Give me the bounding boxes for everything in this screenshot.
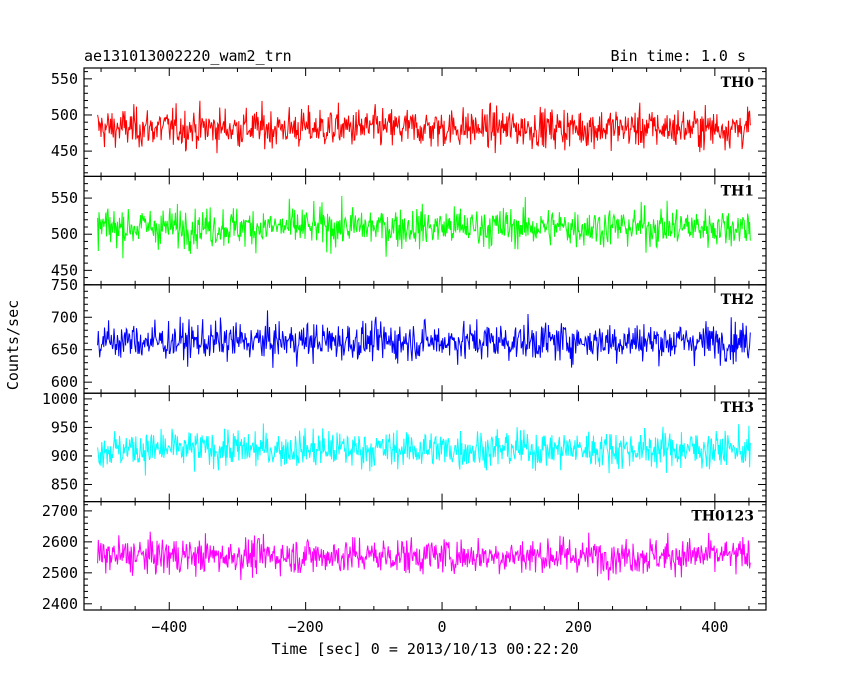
y-tick-label: 2400 [42, 595, 78, 613]
y-tick-label: 700 [51, 308, 78, 326]
y-tick-label: 950 [51, 418, 78, 436]
x-tick-label: −400 [151, 618, 187, 636]
y-tick-label: 850 [51, 475, 78, 493]
y-tick-label: 500 [51, 225, 78, 243]
x-axis: −400 −200 0 200 400 [151, 618, 728, 636]
series-line-th0123 [97, 531, 751, 581]
y-axis-label: Counts/sec [4, 300, 22, 390]
series-line-th3 [97, 423, 751, 476]
panel-label: TH0123 [691, 509, 754, 525]
y-tick-label: 2500 [42, 564, 78, 582]
x-axis-label: Time [sec] 0 = 2013/10/13 00:22:20 [271, 640, 578, 658]
panels-group: 450 500 550 TH0 450 500 550 TH1 600 650 700 750 TH2 8… [42, 67, 767, 613]
y-tick-label: 450 [51, 142, 78, 160]
x-tick-label: −200 [288, 618, 324, 636]
panel-th0123: 2400 2500 2600 2700 TH0123 [42, 501, 767, 613]
x-tick-label: 200 [565, 618, 592, 636]
x-tick-label: 0 [438, 618, 447, 636]
panel-th2: 600 650 700 750 TH2 [51, 276, 767, 394]
x-tick-label: 400 [701, 618, 728, 636]
y-tick-label: 500 [51, 106, 78, 124]
y-tick-label: 450 [51, 261, 78, 279]
panel-th3: 850 900 950 1000 TH3 [42, 390, 767, 503]
panel-th1: 450 500 550 TH1 [51, 175, 767, 286]
y-tick-label: 650 [51, 341, 78, 359]
y-tick-label: 1000 [42, 390, 78, 408]
y-tick-label: 550 [51, 189, 78, 207]
series-line-th2 [97, 310, 751, 368]
y-tick-label: 900 [51, 447, 78, 465]
panel-frame [83, 501, 767, 611]
bin-time-label: Bin time: 1.0 s [611, 47, 746, 65]
panel-label: TH2 [721, 292, 754, 308]
series-line-th0 [97, 100, 751, 154]
panel-frame [83, 67, 767, 178]
y-tick-label: 2700 [42, 502, 78, 520]
panel-label: TH0 [721, 75, 755, 91]
panel-label: TH1 [721, 183, 754, 199]
panel-th0: 450 500 550 TH0 [51, 67, 767, 178]
panel-label: TH3 [721, 400, 754, 416]
chart-title: ae131013002220_wam2_trn [84, 47, 292, 65]
y-tick-label: 2600 [42, 533, 78, 551]
y-tick-label: 750 [51, 276, 78, 294]
y-tick-label: 600 [51, 373, 78, 391]
series-line-th1 [97, 195, 751, 259]
y-tick-label: 550 [51, 70, 78, 88]
